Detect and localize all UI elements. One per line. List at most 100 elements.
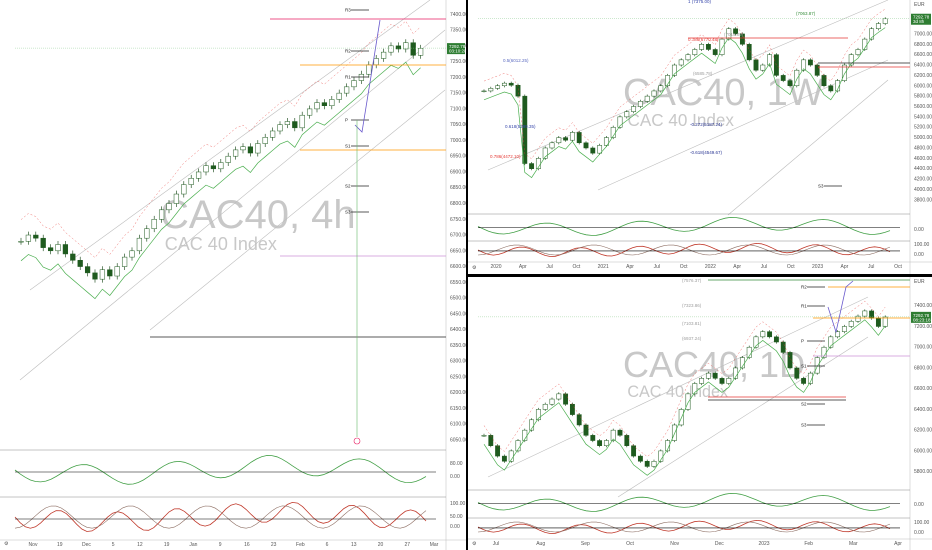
candle-body [314,102,320,110]
last-price-tag [911,13,931,25]
candle-body [481,90,487,92]
x-tick-label: Oct [894,264,902,270]
candle-body [835,80,841,92]
y-tick-label: 6950.00 [450,154,466,160]
candle-body [801,378,807,384]
candle-body [637,101,643,107]
candle-body [25,234,32,242]
candle-body [624,111,630,118]
x-tick-label: Mar [430,542,439,548]
x-tick-label: Apr [519,264,527,270]
candle-body [583,142,589,149]
y-tick-label: 6400.00 [914,63,932,69]
candle-body [869,28,875,40]
candle-body [624,435,630,446]
settings-icon[interactable]: ⚙ [472,541,477,547]
candle-body [617,116,623,128]
settings-icon[interactable]: ⚙ [472,265,477,271]
candle-body [501,82,507,87]
trend-channel-line [487,0,889,171]
candle-body [862,310,868,317]
oscillator-line [14,455,427,485]
y-tick-label: 6400.00 [914,407,932,413]
chart-panel-1d[interactable]: 7400.00 7200.00 7000.00 6800.00 6600.00 6400.… [468,277,932,550]
candle-body [188,178,194,185]
candle-body [488,435,494,446]
pivot-label: P [801,339,804,344]
pivot-label: R2 [801,285,807,290]
y-tick-label: 6600.00 [914,386,932,392]
settings-icon[interactable]: ⚙ [4,541,9,547]
y-tick-label: 5800.00 [914,469,932,475]
candle-body [665,440,671,452]
x-tick-label: Feb [804,541,813,547]
candle-body [814,357,820,374]
watermark-name: CAC 40 Index [627,383,728,401]
x-tick-label: 23 [271,542,277,548]
y-tick-label: 7350.00 [450,28,466,34]
chart-4h-svg[interactable]: 7400.007350.007300.007250.007200.007150.… [0,0,466,550]
candle-body [631,445,637,457]
candle-body [107,269,113,277]
chart-panel-4h[interactable]: 7400.007350.007300.007250.007200.007150.… [0,0,466,550]
oscillator-line [14,501,427,532]
candle-body [55,244,61,252]
oscillator-line [477,519,891,534]
support-band-line [483,27,886,179]
candle-body [699,44,705,50]
candle-body [129,250,135,258]
resistance-band-line [20,20,421,258]
candle-body [173,193,180,204]
candle-body [556,393,562,400]
x-tick-label: 2023 [758,541,769,547]
candle-body [651,461,657,467]
y-tick-label: 6200.00 [914,428,932,434]
x-tick-label: Feb [296,542,305,548]
x-tick-label: Nov [29,542,38,548]
candle-body [671,424,677,441]
chart-1w-svg[interactable]: 7000.00 6800.00 6600.00 6400.00 6200.00 6000.… [468,0,932,274]
candle-body [746,44,752,61]
candle-body [855,49,861,55]
x-tick-label: 16 [244,542,250,548]
candle-body [705,372,711,379]
candle-body [84,266,91,274]
candle-body [671,64,677,76]
candle-body [292,121,298,129]
x-tick-label: 2021 [598,264,609,270]
fib-level-label: 0.5(6012.25) [503,58,529,63]
candle-body [685,393,691,410]
candle-body [787,80,793,87]
pivot-label: R2 [345,49,351,54]
chart-1d-svg[interactable]: 7400.00 7200.00 7000.00 6800.00 6600.00 6400.… [468,277,932,550]
candle-body [828,336,834,348]
y-tick-label: 7150.00 [450,91,466,97]
y-tick-label: 6700.00 [450,233,466,239]
candle-body [358,73,365,81]
candle-body [780,341,786,353]
fib-level-label: (7063.87) [796,11,816,16]
x-tick-label: Apr [841,264,849,270]
vertical-separator[interactable] [466,0,468,550]
y-tick-label: 6500.00 [450,296,466,302]
y-tick-label: 6800.00 [914,42,932,48]
oscillator-tick-label: 0.00 [450,474,460,480]
fib-level-label: 1 (7375.00) [688,0,712,4]
chart-panel-1w[interactable]: 7000.00 6800.00 6600.00 6400.00 6200.00 6000.… [468,0,932,274]
y-tick-label: 5600.00 [914,104,932,110]
horizontal-separator[interactable] [468,274,932,277]
candle-body [787,352,793,369]
candle-body [535,409,541,421]
oscillator-line-secondary [477,521,891,533]
candle-body [807,59,813,66]
pivot-label: S1 [345,144,351,149]
candle-body [403,42,409,50]
candle-body [218,162,224,170]
y-tick-label: 5800.00 [914,94,932,100]
fib-level-label: (7323.86) [682,303,702,308]
y-tick-label: 6800.00 [914,365,932,371]
oscillator-tick-label: 100.00 [914,520,930,526]
candle-body [549,398,555,405]
y-tick-label: 6100.00 [450,422,466,428]
candle-body [869,310,875,319]
